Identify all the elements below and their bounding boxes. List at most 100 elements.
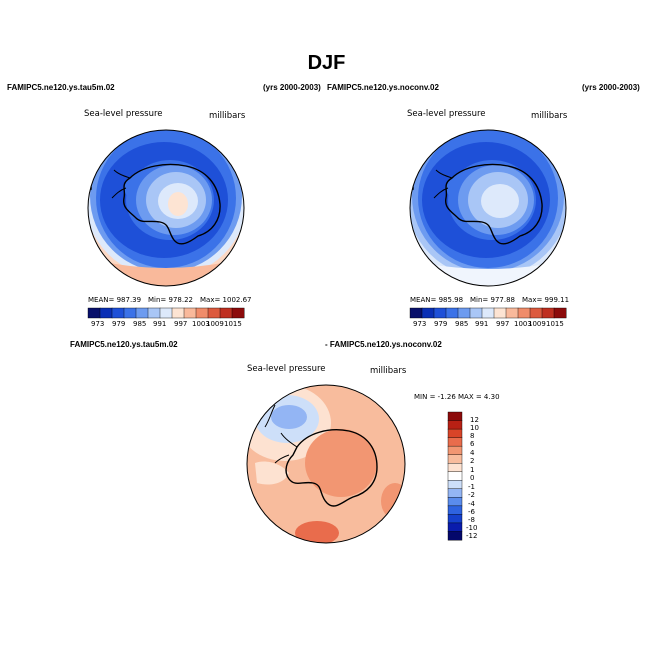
- colorbar-swatch: [111, 307, 125, 319]
- colorbar-swatch: [447, 437, 463, 447]
- map-border: [246, 384, 406, 544]
- colorbar-tick-label: 991: [153, 320, 167, 328]
- colorbar-tick-label: 1015: [546, 320, 564, 328]
- colorbar-swatch: [447, 505, 463, 515]
- diff-shade: [381, 483, 405, 519]
- colorbar-swatch: [493, 307, 507, 319]
- colorbar-tick-label: 1009: [528, 320, 546, 328]
- panel3-case-title-b: - FAMIPC5.ne120.ys.noconv.02: [325, 340, 442, 349]
- colorbar-tick-label: -1: [468, 483, 475, 491]
- colorbar-swatch: [447, 411, 463, 421]
- colorbar-swatch: [135, 307, 149, 319]
- colorbar-swatch: [447, 428, 463, 438]
- panel2-years: (yrs 2000-2003): [582, 83, 640, 92]
- colorbar-swatch: [445, 307, 459, 319]
- colorbar-tick-label: 6: [470, 440, 475, 448]
- colorbar-swatch: [171, 307, 185, 319]
- colorbar-tick-label: 979: [112, 320, 126, 328]
- panel2-case-title: FAMIPC5.ne120.ys.noconv.02: [327, 83, 439, 92]
- panel2-variable-label: Sea-level pressure: [407, 109, 486, 119]
- panel3-units-label: millibars: [370, 366, 407, 376]
- panel2-units-label: millibars: [531, 111, 568, 121]
- panel3-case-title-a: FAMIPC5.ne120.ys.tau5m.02: [70, 340, 178, 349]
- colorbar-swatch: [541, 307, 555, 319]
- colorbar-swatch: [447, 454, 463, 464]
- colorbar-tick-label: -4: [468, 500, 475, 508]
- colorbar-swatch: [207, 307, 221, 319]
- colorbar-swatch: [505, 307, 519, 319]
- map-shade-ring: [481, 184, 519, 218]
- colorbar-swatch: [409, 307, 423, 319]
- peninsula-coastline: [433, 169, 453, 199]
- colorbar-tick-label: -8: [468, 516, 475, 524]
- colorbar-tick-label: 8: [470, 432, 475, 440]
- colorbar-swatch: [447, 531, 463, 541]
- colorbar-tick-label: 973: [413, 320, 427, 328]
- colorbar-swatch: [447, 445, 463, 456]
- colorbar-swatch: [447, 514, 463, 524]
- colorbar-swatch: [447, 471, 463, 481]
- colorbar-swatch: [457, 307, 471, 319]
- colorbar-swatch: [123, 307, 137, 319]
- diff-shade: [271, 405, 307, 429]
- colorbar-tick-label: 1009: [206, 320, 224, 328]
- colorbar-swatch: [87, 307, 101, 319]
- colorbar-swatch: [147, 307, 161, 319]
- colorbar-tick-label: -10: [466, 524, 478, 532]
- colorbar-tick-label: 1015: [224, 320, 242, 328]
- colorbar-swatch: [447, 480, 463, 490]
- panel3-minmax: MIN = -1.26 MAX = 4.30: [414, 393, 500, 401]
- colorbar-tick-label: 10: [470, 424, 479, 432]
- colorbar-swatch: [529, 307, 543, 319]
- colorbar-tick-label: 2: [470, 457, 475, 465]
- colorbar-tick-label: 985: [133, 320, 147, 328]
- colorbar-tick-label: 979: [434, 320, 448, 328]
- colorbar-tick-label: 12: [470, 416, 479, 424]
- figure-title: DJF: [307, 52, 346, 74]
- colorbar-swatch: [447, 497, 463, 507]
- panel3-polar-map: [246, 384, 406, 544]
- panel2-min: Min= 977.88: [470, 296, 516, 304]
- colorbar-swatch: [159, 307, 173, 319]
- colorbar-swatch: [183, 307, 197, 319]
- colorbar-swatch: [447, 488, 463, 498]
- map-border: [87, 129, 245, 287]
- panel1-colorbar: [87, 307, 245, 319]
- panel1-case-title: FAMIPC5.ne120.ys.tau5m.02: [7, 83, 115, 92]
- colorbar-swatch: [469, 307, 483, 319]
- peninsula-coastline: [111, 169, 131, 199]
- colorbar-tick-label: 1003: [514, 320, 532, 328]
- colorbar-tick-label: -12: [466, 532, 478, 540]
- panel2-colorbar: [409, 307, 567, 319]
- panel2-max: Max= 999.11: [522, 296, 570, 304]
- colorbar-tick-label: 973: [91, 320, 105, 328]
- panel1-mean: MEAN= 987.39: [88, 296, 142, 304]
- colorbar-tick-label: 0: [470, 474, 475, 482]
- panel1-min: Min= 978.22: [148, 296, 194, 304]
- peninsula-coastline: [274, 432, 298, 464]
- diff-shade: [305, 429, 377, 497]
- antarctica-coastline: [444, 163, 543, 245]
- colorbar-tick-label: 1: [470, 466, 475, 474]
- colorbar-swatch: [481, 307, 495, 319]
- diff-shade: [255, 461, 289, 485]
- colorbar-swatch: [433, 307, 447, 319]
- antarctica-coastline: [285, 429, 378, 507]
- colorbar-swatch: [447, 463, 463, 473]
- panel1-units-label: millibars: [209, 111, 246, 121]
- colorbar-swatch: [553, 307, 567, 319]
- colorbar-tick-label: 4: [470, 449, 475, 457]
- colorbar-swatch: [231, 307, 245, 319]
- diff-shade: [295, 521, 339, 543]
- colorbar-swatch: [195, 307, 209, 319]
- colorbar-tick-label: 997: [496, 320, 510, 328]
- colorbar-swatch: [447, 522, 463, 532]
- colorbar-swatch: [517, 307, 531, 319]
- colorbar-tick-label: 997: [174, 320, 188, 328]
- colorbar-tick-label: 985: [455, 320, 469, 328]
- map-border: [409, 129, 567, 287]
- panel1-variable-label: Sea-level pressure: [84, 109, 163, 119]
- south-america-coastline: [264, 404, 276, 428]
- colorbar-tick-label: 1003: [192, 320, 210, 328]
- colorbar-tick-label: -2: [468, 491, 475, 499]
